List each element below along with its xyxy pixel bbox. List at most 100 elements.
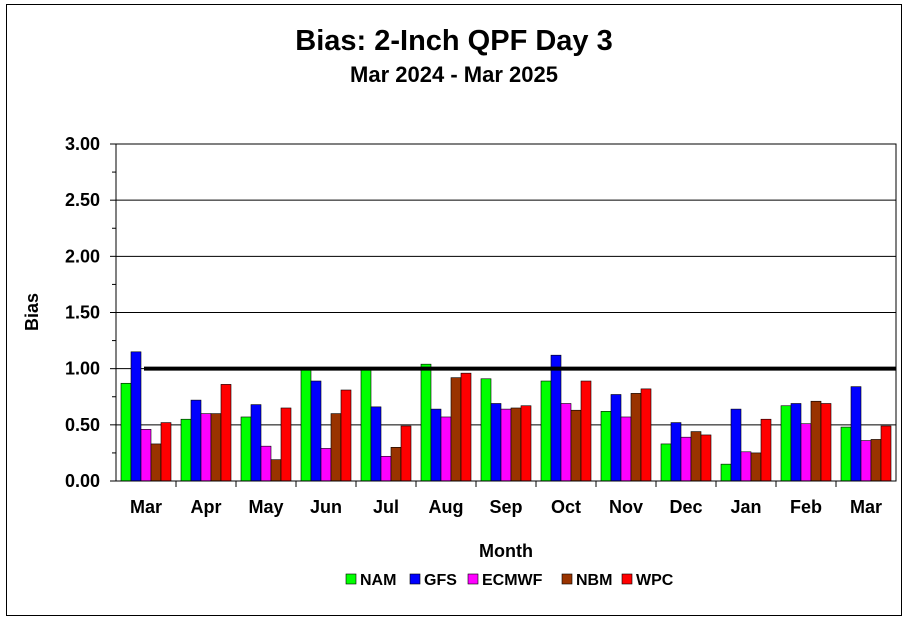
bar-gfs	[310, 380, 322, 482]
legend-swatch-nam	[345, 573, 357, 585]
bar-wpc	[220, 384, 232, 482]
bar-gfs	[250, 404, 262, 482]
bar-nam	[420, 363, 432, 482]
bar-nbm	[750, 452, 762, 482]
bar-wpc	[520, 405, 532, 482]
bar-nam	[120, 382, 132, 482]
x-tick-label: May	[248, 497, 283, 517]
x-tick-label: Mar	[130, 497, 162, 517]
y-axis-label: Bias	[22, 293, 42, 331]
legend: NAM GFS ECMWF NBM WPC	[345, 572, 674, 589]
legend-swatch-wpc	[621, 573, 633, 585]
gridlines	[116, 143, 896, 426]
bar-nbm	[630, 393, 642, 482]
y-tick-labels: 0.00 0.50 1.00 1.50 2.00 2.50 3.00	[65, 134, 100, 491]
y-tick-label: 0.00	[65, 471, 100, 491]
bar-nam	[840, 426, 852, 482]
bar-wpc	[640, 388, 652, 482]
chart-subtitle: Mar 2024 - Mar 2025	[350, 62, 558, 87]
bar-gfs	[130, 351, 142, 482]
bar-gfs	[670, 422, 682, 482]
bar-gfs	[430, 408, 442, 482]
bar-nam	[240, 416, 252, 482]
legend-label-nam: NAM	[360, 572, 396, 589]
bar-gfs	[850, 386, 862, 482]
bar-nam	[720, 463, 732, 482]
bar-nam	[600, 411, 612, 482]
x-tick-label: Apr	[191, 497, 222, 517]
legend-label-nbm: NBM	[576, 572, 612, 589]
y-tick-label: 1.50	[65, 303, 100, 323]
bar-nam	[480, 378, 492, 482]
bar-nbm	[330, 413, 342, 482]
y-tick-label: 2.50	[65, 190, 100, 210]
legend-swatch-nbm	[561, 573, 573, 585]
x-axis-label: Month	[479, 541, 533, 561]
legend-label-gfs: GFS	[424, 572, 457, 589]
bar-ecmwf	[860, 440, 872, 482]
bar-gfs	[190, 399, 202, 482]
bar-nam	[540, 380, 552, 482]
y-tick-label: 0.50	[65, 415, 100, 435]
bar-nbm	[690, 431, 702, 482]
bars	[120, 351, 896, 482]
x-tick-label: Aug	[429, 497, 464, 517]
bar-ecmwf	[560, 403, 572, 482]
bar-gfs	[730, 408, 742, 482]
bar-nam	[780, 405, 792, 482]
bar-wpc	[160, 422, 172, 482]
bar-nbm	[150, 443, 162, 482]
bar-gfs	[550, 354, 562, 482]
bar-nbm	[210, 413, 222, 482]
chart-title: Bias: 2-Inch QPF Day 3	[295, 25, 613, 57]
bar-ecmwf	[680, 436, 692, 482]
axes	[110, 143, 897, 487]
y-tick-label: 2.00	[65, 246, 100, 266]
x-tick-labels: Mar Apr May Jun Jul Aug Sep Oct Nov Dec Jan Feb Mar	[130, 497, 882, 517]
bar-nbm	[810, 400, 822, 482]
bar-wpc	[400, 425, 412, 482]
bar-nam	[660, 443, 672, 482]
legend-swatch-gfs	[409, 573, 421, 585]
bar-wpc	[460, 372, 472, 482]
plot-area-border	[115, 143, 897, 482]
bar-wpc	[580, 380, 592, 482]
bar-nam	[300, 368, 312, 482]
bar-nam	[360, 368, 372, 482]
bar-wpc	[340, 389, 352, 482]
x-tick-label: Mar	[850, 497, 882, 517]
bar-wpc	[760, 418, 772, 482]
bar-nbm	[450, 377, 462, 482]
bar-nam	[180, 418, 192, 482]
x-tick-label: Nov	[609, 497, 643, 517]
bar-nbm	[870, 439, 882, 482]
y-tick-label: 1.00	[65, 359, 100, 379]
bar-ecmwf	[320, 448, 332, 482]
bar-nbm	[270, 459, 282, 482]
x-tick-label: Jun	[310, 497, 342, 517]
bar-ecmwf	[200, 413, 212, 482]
legend-swatch-ecmwf	[467, 573, 479, 585]
legend-label-ecmwf: ECMWF	[482, 572, 543, 589]
bar-wpc	[280, 407, 292, 482]
bar-gfs	[790, 403, 802, 482]
x-tick-label: Oct	[551, 497, 581, 517]
legend-label-wpc: WPC	[636, 572, 674, 589]
bar-wpc	[820, 403, 832, 482]
bar-nbm	[510, 407, 522, 482]
bar-gfs	[370, 406, 382, 482]
y-tick-label: 3.00	[65, 134, 100, 154]
bar-ecmwf	[740, 451, 752, 482]
chart-frame	[6, 4, 902, 616]
bar-ecmwf	[140, 429, 152, 482]
x-tick-label: Sep	[489, 497, 522, 517]
bar-ecmwf	[620, 416, 632, 482]
bar-gfs	[490, 403, 502, 482]
x-tick-label: Jan	[730, 497, 761, 517]
bar-nbm	[390, 446, 402, 482]
bar-wpc	[880, 425, 892, 482]
bar-ecmwf	[800, 423, 812, 482]
bar-ecmwf	[260, 445, 272, 482]
x-tick-label: Dec	[669, 497, 702, 517]
